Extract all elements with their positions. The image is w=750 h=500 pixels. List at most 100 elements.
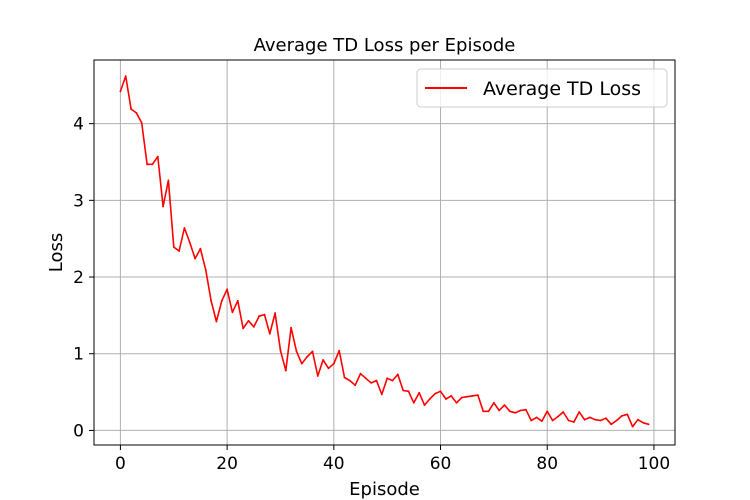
- series-layer: [119, 75, 650, 428]
- data-point: [215, 320, 218, 323]
- data-point: [327, 367, 330, 370]
- data-point: [423, 404, 426, 406]
- data-point: [503, 404, 506, 406]
- data-point: [402, 389, 405, 392]
- data-point: [642, 421, 645, 424]
- x-tick-label: 60: [430, 454, 452, 474]
- data-point: [418, 391, 421, 394]
- data-point: [119, 90, 122, 93]
- data-point: [199, 247, 202, 250]
- data-point: [482, 410, 485, 413]
- x-axis-label: Episode: [349, 479, 420, 500]
- plot-frame: [93, 59, 676, 446]
- x-axis-ticks: 0 20 40 60 80 100: [115, 445, 670, 474]
- data-point: [295, 350, 298, 353]
- data-point: [151, 163, 154, 166]
- data-point: [231, 311, 234, 314]
- data-point: [578, 411, 581, 413]
- data-point: [428, 398, 431, 400]
- data-point: [364, 377, 367, 380]
- data-point: [412, 401, 415, 404]
- data-point: [332, 362, 335, 365]
- data-point: [599, 419, 602, 422]
- data-point: [647, 423, 650, 426]
- data-point: [124, 75, 127, 77]
- data-point: [461, 396, 463, 399]
- data-point: [194, 257, 197, 260]
- data-point: [583, 418, 586, 421]
- data-point: [370, 382, 373, 384]
- data-point: [455, 401, 458, 404]
- data-point: [316, 375, 319, 377]
- data-point: [343, 376, 346, 379]
- data-point: [509, 410, 511, 413]
- legend-label: Average TD Loss: [483, 78, 641, 100]
- data-point: [354, 384, 357, 387]
- data-point: [610, 423, 613, 426]
- data-point: [450, 395, 453, 397]
- data-point: [338, 349, 341, 352]
- data-point: [274, 312, 276, 314]
- data-point: [172, 246, 175, 249]
- data-point: [284, 369, 287, 372]
- data-point: [525, 408, 527, 411]
- data-point: [300, 362, 303, 365]
- data-point: [380, 393, 383, 396]
- x-tick-label: 80: [536, 454, 558, 474]
- data-point: [359, 372, 362, 375]
- data-point: [551, 419, 554, 422]
- data-point: [589, 416, 591, 419]
- data-point: [220, 299, 223, 302]
- data-point: [306, 355, 308, 358]
- chart-title: Average TD Loss per Episode: [254, 35, 516, 56]
- data-point: [258, 315, 260, 318]
- plot-area: [94, 60, 675, 445]
- data-point: [546, 410, 549, 413]
- legend-box: [416, 68, 668, 108]
- data-point: [615, 419, 618, 422]
- y-tick-label: 1: [73, 345, 84, 365]
- data-point: [162, 205, 165, 208]
- data-point: [471, 395, 474, 397]
- data-point: [562, 411, 565, 413]
- data-point: [407, 390, 410, 393]
- data-point: [445, 398, 447, 400]
- data-point: [567, 419, 570, 422]
- data-point: [514, 411, 517, 414]
- data-point: [183, 227, 186, 229]
- data-point: [210, 299, 213, 302]
- data-point: [236, 299, 239, 302]
- y-tick-label: 3: [73, 191, 84, 211]
- data-point: [204, 269, 207, 271]
- data-point: [439, 390, 442, 393]
- data-point: [557, 415, 559, 418]
- data-point: [631, 425, 634, 428]
- data-point: [311, 350, 314, 353]
- data-point: [487, 410, 490, 413]
- data-point: [477, 394, 479, 396]
- data-point: [279, 349, 282, 352]
- data-point: [290, 326, 292, 329]
- data-point: [493, 401, 495, 404]
- data-point: [178, 250, 181, 252]
- legend: Average TD Loss: [416, 68, 668, 108]
- data-point: [375, 379, 378, 382]
- data-point: [605, 417, 607, 420]
- y-axis-label: Loss: [46, 233, 67, 272]
- y-axis-ticks: 0 1 2 3 4: [73, 115, 94, 441]
- data-point: [626, 413, 629, 416]
- grid: [94, 60, 675, 445]
- y-tick-label: 4: [73, 115, 84, 135]
- data-point: [396, 373, 399, 376]
- data-point: [434, 392, 437, 395]
- data-point: [535, 416, 538, 419]
- x-tick-label: 40: [323, 454, 345, 474]
- data-point: [146, 163, 149, 166]
- data-point: [140, 122, 143, 124]
- data-point: [130, 108, 133, 110]
- data-point: [386, 377, 389, 380]
- data-point: [621, 415, 623, 417]
- x-tick-label: 100: [638, 454, 670, 474]
- data-point: [252, 326, 255, 328]
